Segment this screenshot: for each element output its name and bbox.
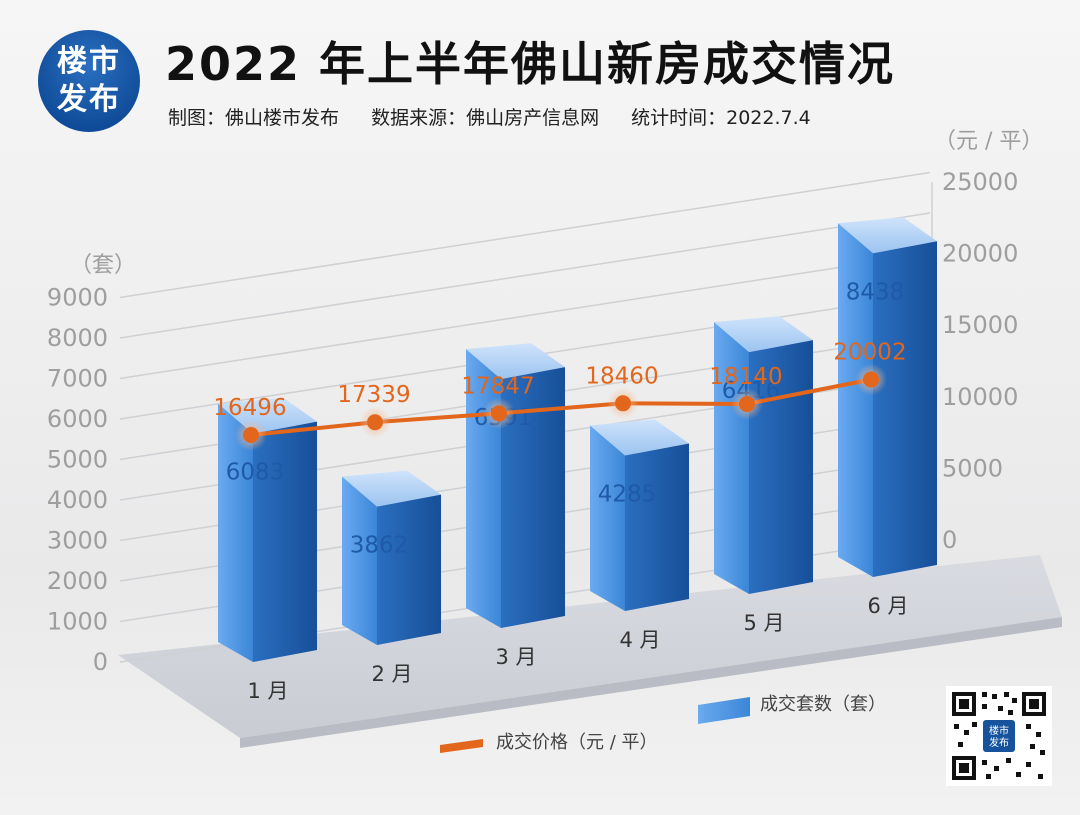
right-axis-unit: （元 / 平） <box>934 129 1043 154</box>
bar-side <box>749 340 813 594</box>
category-label: 4 月 <box>619 628 660 652</box>
left-tick-label: 6000 <box>47 405 108 433</box>
bar-front <box>714 322 749 594</box>
left-tick-label: 2000 <box>47 567 108 595</box>
price-value-label: 18140 <box>709 364 782 390</box>
bar <box>590 419 689 611</box>
bar-front <box>218 403 253 662</box>
bar <box>218 397 317 662</box>
bar <box>342 470 441 645</box>
right-tick-label: 0 <box>942 526 957 554</box>
right-tick-label: 25000 <box>942 168 1018 196</box>
bar-front <box>342 476 377 645</box>
source-text: 数据来源：佛山房产信息网 <box>371 107 600 129</box>
price-point <box>243 426 259 443</box>
bar-top <box>714 316 813 353</box>
bar-side <box>625 443 689 611</box>
category-labels: 1 月 2 月 3 月 4 月 5 月 6 月 <box>247 594 908 703</box>
line-series: 16496 17339 17847 18460 18140 20002 <box>213 339 907 451</box>
price-value-label: 17339 <box>337 382 410 408</box>
price-point <box>491 405 507 422</box>
bar-side <box>377 494 441 645</box>
category-label: 3 月 <box>495 645 536 669</box>
left-tick-label: 9000 <box>47 284 108 312</box>
logo-text-bottom: 发布 <box>57 82 121 117</box>
bar-front <box>590 425 625 611</box>
brand-logo: 楼市 发布 <box>38 30 140 132</box>
chart-title: 2022 年上半年佛山新房成交情况 <box>165 37 896 91</box>
legend-label-line: 成交价格（元 / 平） <box>496 732 658 753</box>
chart-subtitle: 制图：佛山楼市发布 数据来源：佛山房产信息网 统计时间：2022.7.4 <box>168 103 837 130</box>
bar-value-label: 8438 <box>846 279 905 305</box>
price-value-label: 17847 <box>461 373 534 399</box>
bar <box>714 316 813 594</box>
qr-code: 楼市 发布 <box>946 686 1052 786</box>
right-tick-label: 20000 <box>942 240 1018 268</box>
left-axis: 0 1000 2000 3000 4000 5000 6000 7000 8000 9000 （套） <box>47 253 136 676</box>
qr-logo-top: 楼市 <box>989 724 1009 737</box>
legend-label-bar: 成交套数（套） <box>760 694 886 715</box>
bar <box>838 217 937 578</box>
bar-value-label: 6083 <box>226 460 285 486</box>
bar-front <box>838 223 873 578</box>
floor-edge <box>240 617 1062 748</box>
category-label: 6 月 <box>867 594 908 618</box>
floor-plane <box>118 555 1062 738</box>
category-label: 2 月 <box>371 662 412 686</box>
left-tick-label: 3000 <box>47 527 108 555</box>
right-tick-label: 5000 <box>942 454 1003 482</box>
category-label: 5 月 <box>743 611 784 635</box>
gridline <box>119 212 931 339</box>
legend: 成交价格（元 / 平） 成交套数（套） <box>440 694 886 753</box>
right-axis: 0 5000 10000 15000 20000 25000 （元 / 平） <box>931 129 1043 554</box>
category-label: 1 月 <box>247 679 288 703</box>
gridline <box>119 171 931 299</box>
left-tick-label: 0 <box>93 648 108 676</box>
right-tick-label: 10000 <box>942 383 1018 411</box>
bar-top <box>838 217 937 254</box>
price-value-label: 20002 <box>833 339 906 365</box>
bar-value-label: 4285 <box>598 481 657 507</box>
price-point <box>367 414 383 431</box>
gridline <box>119 252 931 380</box>
bar-side <box>253 421 317 662</box>
right-tick-label: 15000 <box>942 311 1018 339</box>
price-point <box>739 395 755 412</box>
left-tick-label: 7000 <box>47 365 108 393</box>
price-point <box>863 371 879 388</box>
bar-series: 608338626591428564168438 <box>218 217 937 662</box>
left-tick-label: 5000 <box>47 446 108 474</box>
left-tick-label: 1000 <box>47 608 108 636</box>
qr-logo-bottom: 发布 <box>989 736 1009 749</box>
bar-top <box>342 470 441 507</box>
bar-top <box>466 343 565 380</box>
bar <box>466 343 565 628</box>
price-line <box>250 377 872 437</box>
bar-side <box>873 241 937 578</box>
legend-swatch-bar <box>698 697 750 724</box>
price-point <box>615 395 631 412</box>
legend-swatch-line <box>440 739 483 753</box>
bar-side <box>501 367 565 628</box>
chart-floor <box>118 555 1062 748</box>
logo-text-top: 楼市 <box>57 44 121 79</box>
date-text: 统计时间：2022.7.4 <box>631 107 811 129</box>
price-value-label: 16496 <box>213 395 286 421</box>
price-value-label: 18460 <box>585 363 658 389</box>
credit-text: 制图：佛山楼市发布 <box>168 107 340 129</box>
bar-top <box>590 419 689 456</box>
bar-value-label: 3862 <box>350 533 409 559</box>
left-tick-label: 4000 <box>47 486 108 514</box>
left-axis-unit: （套） <box>70 253 136 278</box>
left-tick-label: 8000 <box>47 324 108 352</box>
